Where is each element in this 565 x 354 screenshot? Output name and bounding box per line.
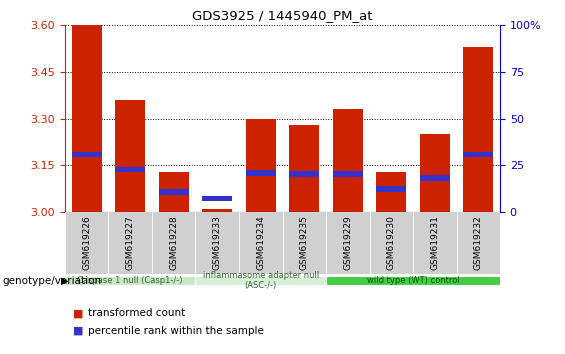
Text: GSM619229: GSM619229: [344, 216, 352, 270]
Bar: [413, 25, 457, 212]
Bar: [108, 212, 152, 274]
Text: GSM619232: GSM619232: [474, 216, 483, 270]
Bar: [246, 119, 276, 212]
Bar: [326, 212, 370, 274]
Text: transformed count: transformed count: [88, 308, 185, 318]
Bar: [420, 134, 450, 212]
Title: GDS3925 / 1445940_PM_at: GDS3925 / 1445940_PM_at: [192, 9, 373, 22]
Bar: [370, 25, 413, 212]
Bar: [370, 212, 413, 274]
Bar: [289, 125, 319, 212]
Bar: [376, 172, 406, 212]
Bar: [65, 25, 108, 212]
Text: ■: ■: [73, 308, 84, 318]
Text: ▶: ▶: [61, 275, 68, 286]
Text: GSM619230: GSM619230: [387, 216, 396, 270]
Text: ■: ■: [73, 326, 84, 336]
Bar: [282, 25, 326, 212]
Text: GSM619233: GSM619233: [213, 216, 221, 270]
Bar: [72, 25, 102, 212]
Bar: [246, 171, 276, 176]
Text: GSM619235: GSM619235: [300, 216, 308, 270]
Text: Caspase 1 null (Casp1-/-): Caspase 1 null (Casp1-/-): [77, 276, 183, 285]
Bar: [152, 25, 195, 212]
Bar: [202, 209, 232, 212]
Bar: [72, 152, 102, 158]
Bar: [463, 152, 493, 158]
Bar: [65, 212, 108, 274]
Bar: [289, 171, 319, 177]
Bar: [420, 175, 450, 181]
Bar: [282, 212, 326, 274]
Bar: [239, 25, 282, 212]
Bar: [376, 186, 406, 192]
Bar: [65, 276, 195, 285]
Text: GSM619234: GSM619234: [257, 216, 265, 270]
Bar: [413, 212, 457, 274]
Bar: [333, 171, 363, 177]
Bar: [457, 212, 500, 274]
Bar: [326, 25, 370, 212]
Bar: [326, 276, 500, 285]
Bar: [333, 109, 363, 212]
Bar: [463, 47, 493, 212]
Bar: [159, 172, 189, 212]
Bar: [115, 100, 145, 212]
Bar: [159, 189, 189, 195]
Bar: [195, 276, 326, 285]
Bar: [108, 25, 152, 212]
Text: wild type (WT) control: wild type (WT) control: [367, 276, 459, 285]
Text: genotype/variation: genotype/variation: [3, 275, 102, 286]
Bar: [202, 195, 232, 201]
Text: GSM619228: GSM619228: [170, 216, 178, 270]
Text: GSM619231: GSM619231: [431, 216, 439, 270]
Bar: [195, 212, 239, 274]
Bar: [457, 25, 500, 212]
Text: inflammasome adapter null
(ASC-/-): inflammasome adapter null (ASC-/-): [203, 271, 319, 290]
Bar: [152, 212, 195, 274]
Text: GSM619227: GSM619227: [126, 216, 134, 270]
Bar: [195, 25, 239, 212]
Text: percentile rank within the sample: percentile rank within the sample: [88, 326, 263, 336]
Bar: [115, 167, 145, 172]
Text: GSM619226: GSM619226: [82, 216, 91, 270]
Bar: [239, 212, 282, 274]
